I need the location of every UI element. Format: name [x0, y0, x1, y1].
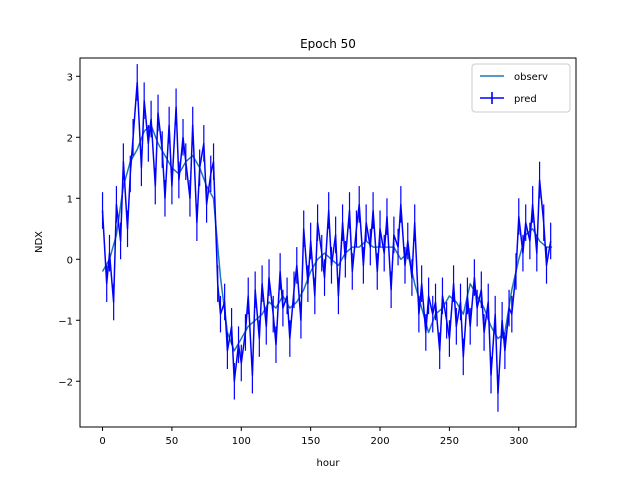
series-pred-line — [101, 81, 552, 395]
x-axis: 0 50 100 150 200 250 300 — [99, 427, 528, 447]
y-tick-label: 2 — [67, 133, 73, 144]
y-axis: −2 −1 0 1 2 3 — [58, 72, 80, 388]
x-tick-label: 50 — [166, 436, 179, 447]
series-observ-line — [101, 124, 553, 352]
y-tick-label: −2 — [58, 377, 73, 388]
x-tick-label: 100 — [232, 436, 251, 447]
x-tick-label: 150 — [301, 436, 320, 447]
y-axis-label: NDX — [34, 231, 45, 253]
x-tick-label: 300 — [509, 436, 528, 447]
series-observ — [101, 124, 553, 352]
x-tick-label: 200 — [370, 436, 389, 447]
plot-frame — [79, 57, 577, 428]
legend: observ pred — [471, 63, 571, 113]
y-tick-label: 3 — [67, 72, 73, 83]
series-layer — [101, 64, 553, 412]
x-tick-label: 250 — [440, 436, 459, 447]
legend-pred-label: pred — [514, 94, 537, 105]
legend-observ-label: observ — [514, 72, 548, 83]
series-pred — [101, 64, 552, 412]
y-tick-label: −1 — [58, 316, 73, 327]
chart-title: Epoch 50 — [300, 37, 356, 51]
x-axis-label: hour — [317, 458, 341, 469]
x-tick-label: 0 — [99, 436, 105, 447]
y-tick-label: 1 — [67, 194, 73, 205]
y-tick-label: 0 — [67, 255, 73, 266]
